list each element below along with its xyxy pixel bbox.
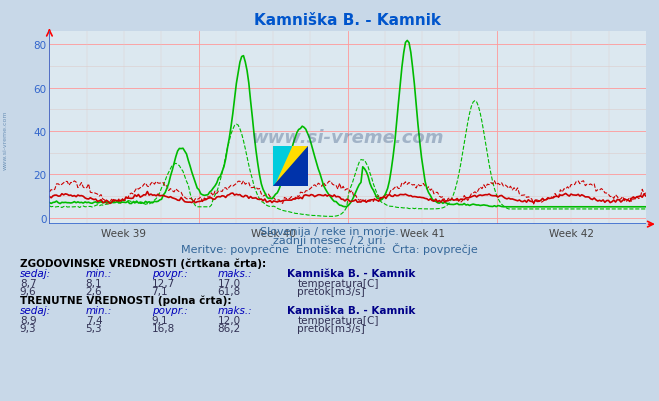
Text: 8,7: 8,7: [20, 278, 36, 288]
Polygon shape: [273, 146, 291, 186]
Text: 12,7: 12,7: [152, 278, 175, 288]
Text: sedaj:: sedaj:: [20, 306, 51, 316]
Polygon shape: [273, 146, 308, 186]
Text: ZGODOVINSKE VREDNOSTI (črtkana črta):: ZGODOVINSKE VREDNOSTI (črtkana črta):: [20, 258, 266, 269]
Text: temperatura[C]: temperatura[C]: [297, 315, 379, 325]
Text: 16,8: 16,8: [152, 324, 175, 334]
Text: min.:: min.:: [86, 306, 112, 316]
Text: pretok[m3/s]: pretok[m3/s]: [297, 287, 365, 297]
Text: 7,1: 7,1: [152, 287, 168, 297]
Title: Kamniška B. - Kamnik: Kamniška B. - Kamnik: [254, 13, 441, 28]
Text: povpr.:: povpr.:: [152, 269, 187, 279]
Text: zadnji mesec / 2 uri.: zadnji mesec / 2 uri.: [273, 235, 386, 245]
Text: maks.:: maks.:: [217, 269, 252, 279]
Text: 2,6: 2,6: [86, 287, 102, 297]
Text: 9,6: 9,6: [20, 287, 36, 297]
Text: 7,4: 7,4: [86, 315, 102, 325]
Text: Kamniška B. - Kamnik: Kamniška B. - Kamnik: [287, 269, 415, 279]
Text: povpr.:: povpr.:: [152, 306, 187, 316]
Text: maks.:: maks.:: [217, 306, 252, 316]
Text: 8,1: 8,1: [86, 278, 102, 288]
Text: 61,8: 61,8: [217, 287, 241, 297]
Text: pretok[m3/s]: pretok[m3/s]: [297, 324, 365, 334]
Text: 86,2: 86,2: [217, 324, 241, 334]
Text: 9,1: 9,1: [152, 315, 168, 325]
Text: 12,0: 12,0: [217, 315, 241, 325]
Text: 8,9: 8,9: [20, 315, 36, 325]
Text: TRENUTNE VREDNOSTI (polna črta):: TRENUTNE VREDNOSTI (polna črta):: [20, 295, 231, 306]
Text: min.:: min.:: [86, 269, 112, 279]
Text: Slovenija / reke in morje.: Slovenija / reke in morje.: [260, 227, 399, 237]
Text: temperatura[C]: temperatura[C]: [297, 278, 379, 288]
Text: sedaj:: sedaj:: [20, 269, 51, 279]
Text: Kamniška B. - Kamnik: Kamniška B. - Kamnik: [287, 306, 415, 316]
Text: 5,3: 5,3: [86, 324, 102, 334]
Text: 17,0: 17,0: [217, 278, 241, 288]
Text: 9,3: 9,3: [20, 324, 36, 334]
Text: Meritve: povprečne  Enote: metrične  Črta: povprečje: Meritve: povprečne Enote: metrične Črta:…: [181, 242, 478, 254]
Text: www.si-vreme.com: www.si-vreme.com: [251, 129, 444, 147]
Text: www.si-vreme.com: www.si-vreme.com: [3, 111, 8, 170]
